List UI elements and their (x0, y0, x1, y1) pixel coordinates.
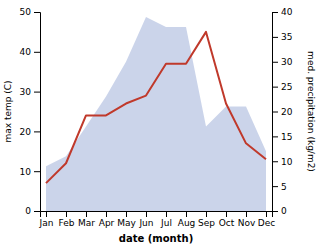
x-tick: Mar (78, 211, 95, 228)
y-tick: 50 (20, 7, 40, 17)
x-tick: Oct (219, 211, 235, 228)
y-tick-label: 40 (20, 47, 32, 57)
y-tick: 0 (25, 206, 40, 216)
y2-tick-label: 10 (281, 157, 293, 167)
y2-tick-mark (272, 161, 278, 162)
x-tick: Apr (99, 211, 115, 228)
y2-tick-label: 5 (281, 182, 287, 192)
y-tick: 10 (20, 167, 40, 177)
y-tick-mark (34, 92, 40, 93)
y2-tick-label: 20 (281, 107, 293, 117)
y2-tick-mark (272, 136, 278, 137)
precipitation-area (46, 17, 266, 211)
y-tick-label: 30 (20, 87, 32, 97)
y2-tick-label: 15 (281, 132, 292, 142)
x-axis-title: date (month) (119, 233, 193, 244)
x-tick: Sep (198, 211, 215, 228)
y-axis: 0 10 20 30 40 50 (20, 7, 41, 216)
y-tick-mark (34, 211, 40, 212)
y2-tick: 10 (272, 157, 293, 167)
x-axis: Jan FebMar AprMayJun Jul AugSep OctNovDec (39, 211, 276, 228)
y-axis-title: max temp (C) (3, 80, 13, 142)
y2-tick: 5 (272, 182, 287, 192)
y-tick-label: 0 (25, 206, 31, 216)
chart: Jan FebMar AprMayJun Jul AugSep OctNovDec 0 10 2… (0, 0, 318, 247)
x-tick-mark (146, 211, 147, 217)
y-tick-mark (34, 12, 40, 13)
y2-tick: 0 (272, 206, 287, 216)
x-tick-mark (46, 211, 47, 217)
y-tick-label: 20 (20, 127, 32, 137)
y-tick-mark (34, 131, 40, 132)
y2-tick: 20 (272, 107, 293, 117)
y2-tick-mark (272, 112, 278, 113)
y2-tick-mark (272, 87, 278, 88)
x-tick-mark (66, 211, 67, 217)
x-tick-mark (186, 211, 187, 217)
y2-tick-label: 35 (281, 32, 292, 42)
y2-tick: 30 (272, 57, 293, 67)
x-tick-label: Feb (59, 218, 75, 228)
y2-tick-label: 30 (281, 57, 293, 67)
x-tick-label: Aug (178, 218, 196, 228)
x-tick: Dec (258, 211, 275, 228)
x-tick-mark (86, 211, 87, 217)
y2-tick: 40 (272, 7, 293, 17)
x-tick: Jul (160, 211, 172, 228)
x-tick: Feb (59, 211, 75, 228)
y2-tick: 35 (272, 32, 292, 42)
x-tick: Jan (39, 211, 54, 228)
x-tick-label: Nov (238, 218, 256, 228)
y-tick-mark (34, 52, 40, 53)
y2-tick-label: 40 (281, 7, 293, 17)
x-tick-label: Sep (198, 218, 215, 228)
y2-tick-mark (272, 211, 278, 212)
x-tick-mark (266, 211, 267, 217)
x-tick-mark (226, 211, 227, 217)
y2-tick-mark (272, 186, 278, 187)
x-tick-label: Jun (138, 218, 153, 228)
y2-tick-mark (272, 62, 278, 63)
axis-line (41, 212, 273, 218)
x-tick-label: Apr (99, 218, 115, 228)
x-tick-mark (106, 211, 107, 217)
y-tick-label: 10 (20, 167, 32, 177)
x-tick-label: Jan (39, 218, 54, 228)
x-tick-label: May (117, 218, 136, 228)
x-tick-mark (166, 211, 167, 217)
x-tick: May (117, 211, 136, 228)
x-tick-mark (246, 211, 247, 217)
y2-tick: 25 (272, 82, 292, 92)
x-tick-label: Jul (160, 218, 172, 228)
x-tick-label: Oct (219, 218, 235, 228)
y2-tick-mark (272, 12, 278, 13)
y2-axis: 0 5 10 15 20 25 30 35 40 (272, 7, 293, 216)
y-tick: 40 (20, 47, 40, 57)
y2-tick-mark (272, 37, 278, 38)
x-tick-mark (126, 211, 127, 217)
y2-axis-title: med. precipitation (kg/m2) (306, 51, 316, 172)
x-tick: Jun (138, 211, 153, 228)
axis-line (34, 13, 41, 212)
x-tick-label: Dec (258, 218, 275, 228)
x-tick: Nov (238, 211, 256, 228)
x-tick-mark (206, 211, 207, 217)
y-tick: 20 (20, 127, 40, 137)
axis-line (273, 13, 279, 212)
y-tick-mark (34, 171, 40, 172)
temperature-line (46, 32, 266, 183)
y-tick-label: 50 (20, 7, 32, 17)
y2-tick-label: 25 (281, 82, 292, 92)
y2-tick-label: 0 (281, 206, 287, 216)
x-tick: Aug (178, 211, 196, 228)
y2-tick: 15 (272, 132, 292, 142)
y-tick: 30 (20, 87, 40, 97)
x-tick-label: Mar (78, 218, 95, 228)
plot-area (46, 17, 266, 211)
